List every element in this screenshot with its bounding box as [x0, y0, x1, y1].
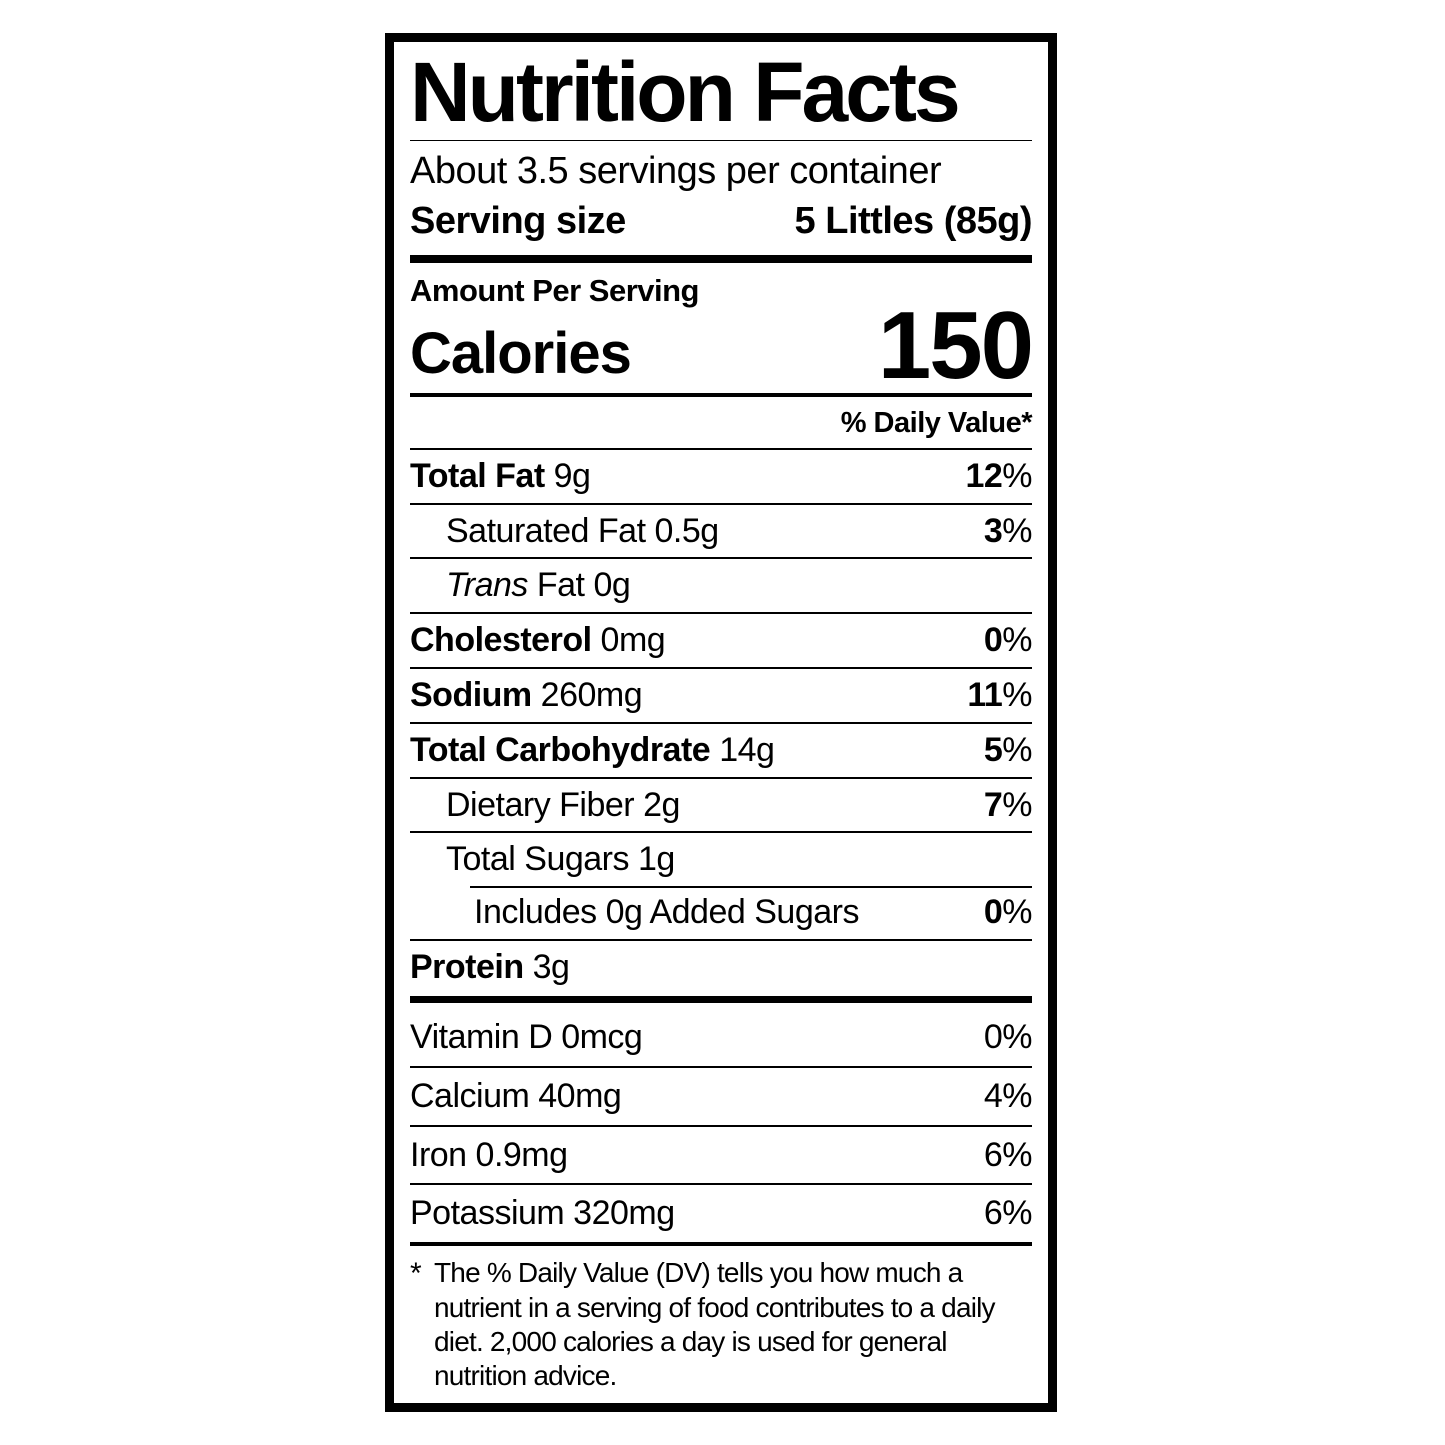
vitamin-name-amount: Potassium 320mg	[410, 1194, 675, 1233]
nutrient-name: Includes 0g Added Sugars	[474, 893, 859, 932]
nutrient-name: Total Sugars	[446, 840, 630, 879]
nutrient-name: Saturated Fat	[446, 511, 646, 550]
vitamin-name-amount: Vitamin D 0mcg	[410, 1018, 643, 1057]
nutrient-amount: 9g	[553, 456, 591, 495]
vitamin-row: Vitamin D 0mcg 0%	[410, 1009, 1033, 1066]
footnote: * The % Daily Value (DV) tells you how m…	[410, 1256, 1032, 1393]
nutrient-rows: Total Fat 9g 12% Saturated Fat 0.5g 3% Trans F…	[410, 447, 1033, 994]
nutrient-daily-value: 7%	[983, 785, 1033, 824]
nutrient-name: Dietary Fiber	[446, 785, 635, 824]
vitamin-daily-value: 6%	[983, 1194, 1033, 1233]
nutrient-daily-value: 3%	[983, 511, 1033, 550]
serving-size-value: 5 Littles (85g)	[794, 200, 1033, 243]
calories-value: 150	[877, 291, 1034, 399]
nutrient-name-italic: Trans	[446, 566, 528, 605]
nutrition-facts-label: Nutrition Facts About 3.5 servings per c…	[385, 33, 1057, 1412]
nutrient-row: Total Carbohydrate 14g 5%	[410, 721, 1033, 777]
nutrient-daily-value: 11%	[967, 676, 1032, 715]
vitamin-row: Iron 0.9mg 6%	[410, 1124, 1033, 1184]
nutrient-amount: 260mg	[540, 676, 643, 715]
nutrient-daily-value: 0%	[983, 621, 1033, 660]
vitamin-row: Calcium 40mg 4%	[410, 1065, 1033, 1125]
nutrient-row: Total Fat 9g 12%	[410, 447, 1032, 503]
vitamin-name-amount: Iron 0.9mg	[410, 1135, 568, 1174]
nutrient-amount: 0mg	[600, 621, 666, 660]
nutrient-daily-value: 12%	[965, 456, 1032, 495]
vitamin-daily-value: 0%	[983, 1018, 1033, 1057]
label-title: Nutrition Facts	[410, 45, 961, 139]
servings-per-container: About 3.5 servings per container	[410, 149, 942, 192]
nutrient-row: Saturated Fat 0.5g 3%	[410, 502, 1033, 558]
nutrient-name: Trans Fat	[446, 566, 585, 605]
section-divider-thick	[410, 255, 1032, 263]
footnote-text: The % Daily Value (DV) tells you how muc…	[434, 1257, 996, 1391]
nutrient-row: Sodium 260mg 11%	[410, 667, 1032, 722]
nutrient-row: Total Sugars 1g	[410, 831, 1032, 886]
vitamin-row: Potassium 320mg 6%	[410, 1183, 1033, 1242]
nutrient-amount: 14g	[719, 730, 775, 769]
nutrient-amount: 3g	[532, 948, 570, 987]
vitamin-rows: Vitamin D 0mcg 0% Calcium 40mg 4% Iron 0.9mg…	[410, 1009, 1033, 1242]
nutrient-amount: 1g	[638, 840, 675, 879]
nutrient-row: Dietary Fiber 2g 7%	[410, 776, 1033, 832]
nutrient-row: Protein 3g	[410, 939, 1032, 994]
nutrient-row: Includes 0g Added Sugars 0%	[410, 886, 1033, 939]
protein-divider-thick	[410, 995, 1032, 1004]
calories-divider	[410, 393, 1032, 397]
vitamin-daily-value: 4%	[983, 1076, 1033, 1115]
footnote-divider	[410, 1242, 1032, 1247]
nutrient-daily-value: 5%	[983, 730, 1033, 769]
serving-size-label: Serving size	[410, 200, 626, 243]
vitamin-daily-value: 6%	[983, 1135, 1033, 1174]
amount-per-serving-label: Amount Per Serving	[410, 272, 700, 308]
title-divider	[410, 140, 1032, 141]
calories-row: Calories 150	[410, 291, 1034, 399]
vitamin-name-amount: Calcium 40mg	[410, 1076, 622, 1115]
nutrient-name: Cholesterol	[410, 621, 592, 660]
nutrient-name: Protein	[410, 948, 524, 987]
nutrient-name: Total Fat	[410, 456, 545, 495]
nutrient-amount: 0g	[593, 566, 631, 605]
footnote-asterisk: *	[410, 1257, 422, 1291]
calories-label: Calories	[410, 321, 632, 387]
serving-size-row: Serving size 5 Littles (85g)	[410, 200, 1033, 255]
nutrient-amount: 2g	[643, 785, 680, 824]
nutrient-row: Cholesterol 0mg 0%	[410, 612, 1033, 667]
daily-value-header: % Daily Value*	[840, 406, 1033, 439]
nutrient-name: Total Carbohydrate	[410, 730, 711, 769]
nutrient-row: Trans Fat 0g	[410, 557, 1032, 612]
nutrient-daily-value: 0%	[983, 893, 1033, 932]
nutrient-name: Sodium	[410, 676, 532, 715]
nutrient-amount: 0.5g	[654, 511, 720, 550]
